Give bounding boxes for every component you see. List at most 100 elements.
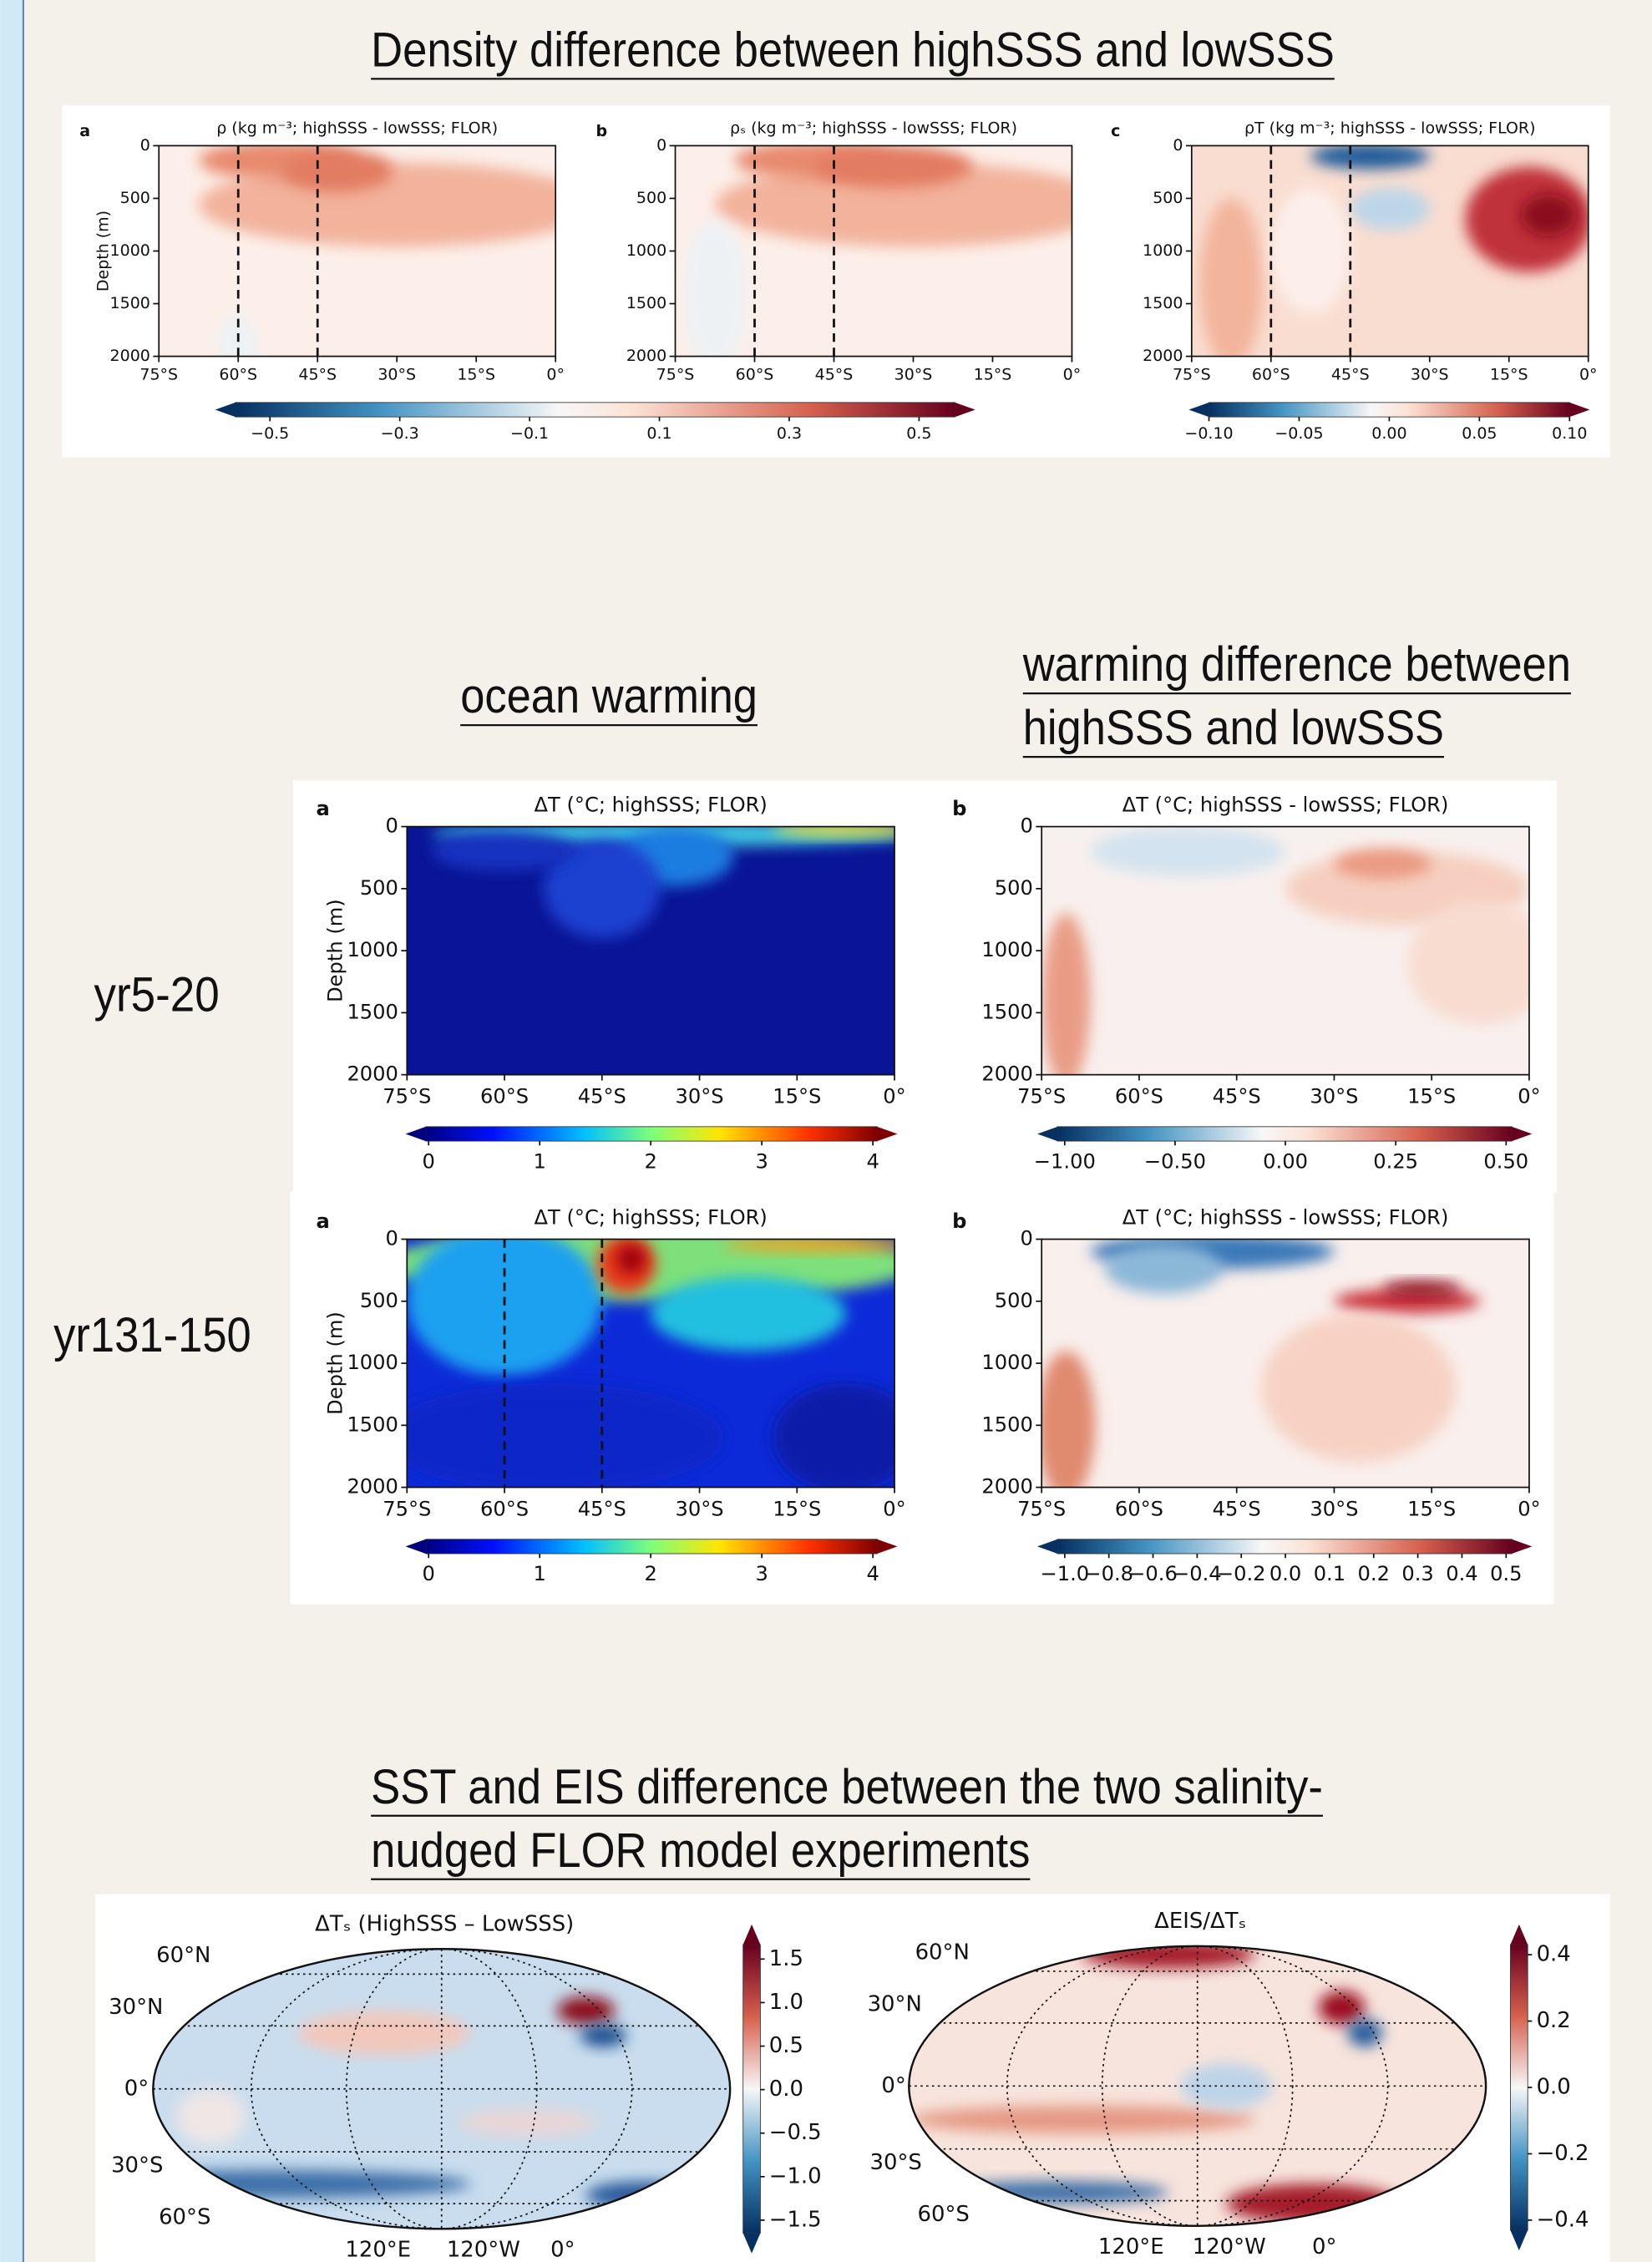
x-tick-label: 75°S	[139, 365, 178, 383]
colorbar-tick-label: −1.0	[769, 2163, 822, 2188]
y-tick-label: 1500	[1143, 294, 1183, 312]
colorbar-tick-label: 0.50	[1483, 1149, 1528, 1173]
heading: highSSS and lowSSS	[1023, 701, 1444, 755]
x-tick-label: 45°S	[815, 365, 854, 383]
y-tick-label: 1500	[347, 1000, 398, 1023]
field-patch	[1271, 188, 1350, 314]
y-tick-label: 2000	[981, 1475, 1032, 1499]
map-lat-label: 30°N	[109, 1995, 163, 2020]
field-patch	[814, 145, 973, 187]
colorbar-tick-label: −0.05	[1274, 424, 1323, 443]
field-patch	[297, 2011, 470, 2056]
y-tick-label: 1500	[981, 1000, 1032, 1023]
panel-title: ΔT (°C; highSSS; FLOR)	[534, 793, 767, 816]
page: Poster panels { "sections": [ {"title": …	[0, 0, 1652, 2262]
map-lat-label: 60°N	[915, 1940, 970, 1965]
colorbar-tick-label: 0.0	[769, 2077, 803, 2102]
colorbar-tick-label: 0	[423, 1149, 435, 1173]
x-tick-label: 0°	[883, 1498, 905, 1521]
x-tick-label: 60°S	[1115, 1085, 1163, 1108]
x-tick-label: 15°S	[773, 1085, 821, 1108]
field-patch	[459, 2108, 597, 2137]
y-axis-label: Depth (m)	[324, 1311, 347, 1415]
panel-title: ΔT (°C; highSSS - lowSSS; FLOR)	[1122, 793, 1449, 816]
colorbar-tick-label: 3	[755, 1149, 768, 1173]
y-tick-label: 1000	[347, 938, 398, 961]
body: Density difference between highSSS and l…	[0, 0, 1652, 2262]
map-lon-label: 120°W	[1193, 2234, 1266, 2259]
contour-plot	[676, 141, 1112, 367]
field-patch	[1521, 194, 1576, 236]
x-tick-label: 0°	[883, 1085, 905, 1108]
colorbar-tick-label: −0.1	[510, 424, 549, 443]
map-lat-label: 60°S	[159, 2204, 210, 2229]
panel-title: ρₛ (kg m⁻³; highSSS - lowSSS; FLOR)	[730, 119, 1017, 137]
x-tick-label: 15°S	[1490, 365, 1528, 383]
row-label: yr5-20	[94, 968, 220, 1022]
y-tick-label: 0	[386, 1227, 398, 1250]
colorbar-tick-label: 0.3	[1401, 1562, 1433, 1585]
colorbar-tick-label: −0.5	[769, 2120, 822, 2145]
colorbar-tick-label: 1.5	[769, 1946, 803, 1971]
colorbar-tick-label: 0.0	[1537, 2075, 1571, 2100]
x-tick-label: 60°S	[1115, 1498, 1163, 1521]
x-tick-label: 15°S	[773, 1498, 821, 1521]
x-tick-label: 0°	[546, 365, 565, 383]
x-tick-label: 75°S	[1173, 365, 1211, 383]
map-lon-label: 0°	[1312, 2234, 1336, 2259]
field-patch	[909, 2106, 1254, 2134]
heading: Density difference between highSSS and l…	[371, 23, 1335, 77]
contour-plot	[1192, 144, 1593, 367]
colorbar-tick-label: 0.10	[1552, 424, 1587, 443]
x-tick-label: 60°S	[219, 365, 257, 383]
x-tick-label: 60°S	[480, 1498, 529, 1521]
colorbar-tick-label: 3	[755, 1562, 768, 1585]
field-patch	[383, 1383, 724, 1493]
y-tick-label: 0	[140, 136, 150, 155]
field-patch	[651, 1276, 845, 1351]
map-lat-label: 0°	[124, 2076, 149, 2101]
x-tick-label: 30°S	[675, 1498, 723, 1521]
y-tick-label: 0	[1020, 814, 1032, 838]
y-tick-label: 0	[656, 136, 666, 155]
colorbar-tick-label: 0.3	[777, 424, 802, 443]
x-tick-label: 0°	[1518, 1498, 1540, 1521]
x-tick-label: 45°S	[578, 1498, 626, 1521]
colorbar-tick-label: −1.0	[1040, 1562, 1089, 1585]
y-tick-label: 500	[1153, 189, 1183, 207]
panel-letter: a	[316, 1210, 329, 1233]
y-tick-label: 500	[995, 1289, 1033, 1312]
map-lat-label: 60°N	[156, 1943, 210, 1968]
x-tick-label: 75°S	[1017, 1085, 1066, 1108]
colorbar	[1209, 403, 1570, 417]
colorbar-tick-label: −0.3	[381, 424, 419, 443]
colorbar-tick-label: −0.8	[1084, 1562, 1133, 1585]
map-title: ΔEIS/ΔTₛ	[1154, 1909, 1246, 1934]
panel-title: ΔT (°C; highSSS - lowSSS; FLOR)	[1122, 1205, 1449, 1229]
panel-letter: a	[79, 122, 90, 140]
colorbar	[236, 403, 955, 417]
colorbar-tick-label: 0.4	[1537, 1942, 1571, 1967]
x-tick-label: 30°S	[378, 365, 416, 383]
y-tick-label: 500	[120, 189, 150, 207]
y-tick-label: 1000	[347, 1351, 398, 1374]
poster: Density difference between highSSS and l…	[0, 0, 1652, 2262]
panel-letter: b	[952, 797, 966, 820]
colorbar-tick-label: −0.4	[1173, 1562, 1222, 1585]
panel-letter: a	[316, 797, 329, 820]
colorbar-tick-label: 4	[866, 1149, 879, 1173]
panel-title: ρT (kg m⁻³; highSSS - lowSSS; FLOR)	[1244, 119, 1536, 137]
x-tick-label: 60°S	[480, 1085, 529, 1108]
field-patch	[1319, 1991, 1365, 2024]
colorbar-tick-label: 0.4	[1446, 1562, 1477, 1585]
colorbar-tick-label: −0.5	[251, 424, 289, 443]
y-tick-label: 1000	[1143, 241, 1183, 260]
y-tick-label: 1500	[981, 1412, 1032, 1436]
colorbar-tick-label: 2	[644, 1562, 656, 1585]
colorbar-tick-label: 0.5	[906, 424, 931, 443]
x-tick-label: 75°S	[383, 1498, 431, 1521]
colorbar-tick-label: 0.1	[1314, 1562, 1345, 1585]
x-tick-label: 45°S	[298, 365, 337, 383]
heading: warming difference between	[1022, 637, 1571, 692]
x-tick-label: 75°S	[383, 1085, 431, 1108]
